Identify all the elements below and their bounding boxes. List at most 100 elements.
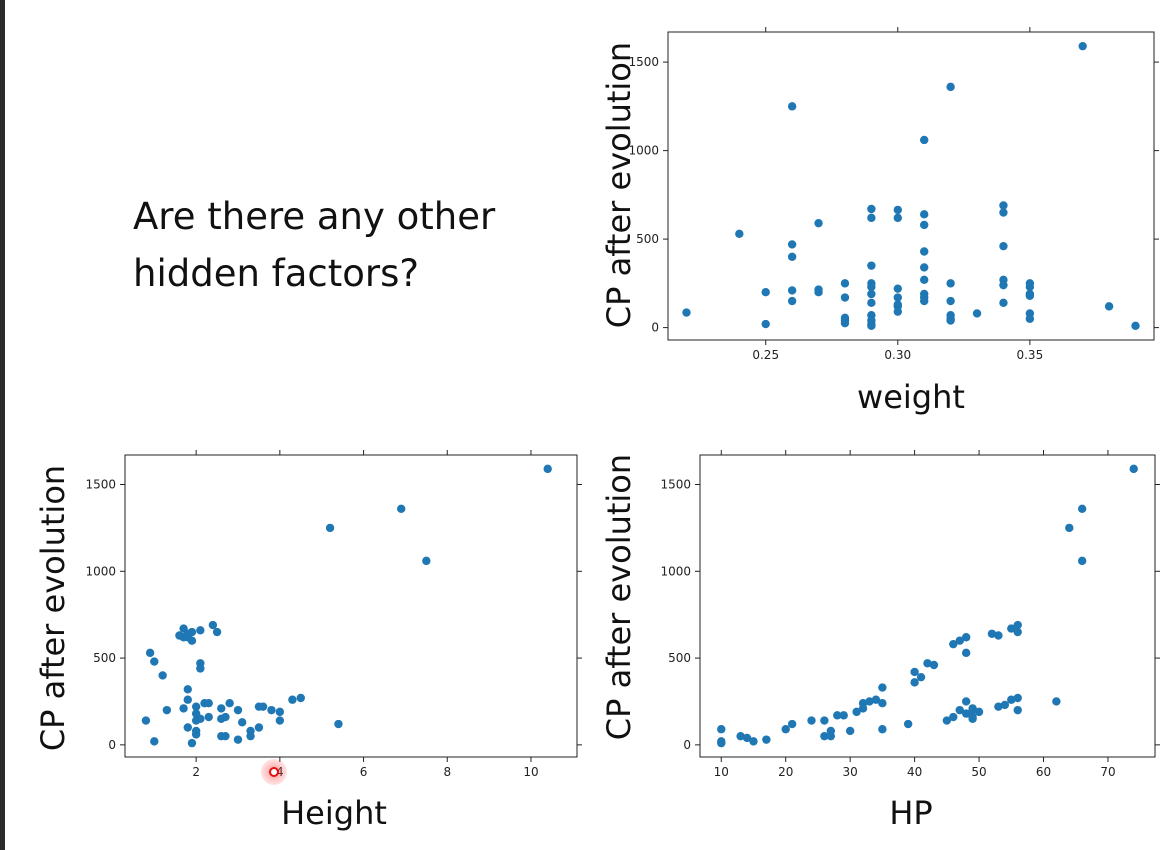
data-point	[787, 296, 797, 306]
data-point	[187, 636, 197, 645]
data-point	[820, 716, 829, 725]
data-point	[787, 286, 797, 295]
data-point	[867, 213, 876, 223]
x-tick-label: 50	[971, 765, 986, 779]
data-point	[196, 664, 205, 673]
data-point	[150, 657, 159, 666]
data-point	[246, 731, 255, 741]
x-axis-title: weight	[857, 378, 965, 416]
data-point	[1104, 302, 1114, 311]
data-point	[949, 639, 958, 649]
data-point	[867, 289, 876, 299]
data-point	[742, 733, 752, 743]
data-point	[1007, 624, 1016, 633]
y-tick-label: 1000	[85, 564, 116, 578]
data-point	[254, 723, 264, 732]
y-tick-label: 1000	[628, 144, 659, 158]
data-point	[1078, 41, 1087, 51]
data-point	[183, 723, 192, 732]
data-point	[736, 731, 745, 741]
data-point	[961, 648, 971, 658]
data-point	[920, 296, 929, 306]
data-point	[258, 702, 268, 711]
plot-frame	[667, 31, 1155, 341]
data-point	[999, 241, 1008, 251]
data-point	[867, 298, 876, 308]
x-tick-label: 40	[907, 765, 922, 779]
data-point	[191, 702, 201, 711]
data-point	[807, 716, 816, 725]
data-point	[787, 719, 797, 729]
data-point	[852, 707, 861, 717]
data-point	[920, 263, 929, 272]
data-point	[761, 319, 770, 329]
data-point	[840, 316, 850, 325]
scatter-plot-weight: 0.25 0.30 0.35 0 500 1000 1500 weight CP after e…	[600, 27, 1159, 416]
data-point	[961, 709, 971, 718]
data-point	[994, 702, 1003, 711]
data-point	[949, 712, 958, 722]
data-point	[916, 672, 926, 682]
data-point	[994, 631, 1003, 640]
data-point	[987, 629, 997, 638]
data-point	[543, 464, 552, 474]
data-point	[878, 698, 887, 708]
data-point	[397, 504, 406, 514]
y-axis-title: CP after evolution	[600, 454, 638, 740]
data-point	[920, 210, 929, 219]
data-point	[296, 693, 305, 703]
question-text: Are there any other hidden factors?	[133, 188, 553, 302]
data-point	[910, 667, 919, 677]
data-point	[762, 735, 771, 744]
data-point	[1013, 693, 1022, 703]
y-tick-label: 500	[636, 232, 659, 246]
data-point	[1052, 697, 1061, 706]
data-point	[867, 321, 876, 331]
data-point	[893, 213, 902, 223]
data-point	[893, 284, 902, 293]
data-point	[833, 711, 842, 720]
data-point	[787, 102, 797, 111]
data-point	[781, 725, 790, 734]
data-point	[217, 704, 226, 713]
data-point	[1131, 321, 1140, 331]
x-axis-title: HP	[889, 794, 932, 832]
mouse-cursor-icon	[269, 767, 279, 777]
data-point	[1013, 705, 1022, 715]
data-point	[878, 725, 887, 734]
data-point	[867, 204, 876, 214]
y-tick-label: 1000	[660, 564, 691, 578]
data-point	[929, 660, 939, 670]
data-point	[871, 695, 881, 704]
data-point	[814, 288, 823, 297]
data-point	[212, 627, 222, 637]
data-point	[183, 685, 192, 694]
data-point	[158, 671, 167, 680]
scatter-plot-height: 246810050010001500HeightCP after evoluti…	[34, 450, 582, 832]
x-tick-label: 0.25	[752, 348, 779, 362]
data-point	[893, 300, 902, 309]
data-point	[903, 719, 913, 729]
data-point	[946, 279, 955, 288]
data-point	[1129, 464, 1138, 474]
data-point	[845, 726, 855, 736]
data-point	[814, 218, 823, 228]
data-point	[221, 731, 230, 741]
x-tick-label: 30	[843, 765, 858, 779]
x-tick-label: 20	[778, 765, 793, 779]
data-point	[920, 275, 929, 285]
x-tick-label: 10	[523, 765, 538, 779]
data-point	[717, 738, 726, 748]
data-point	[1077, 556, 1087, 566]
data-point	[1025, 282, 1035, 292]
data-point	[999, 298, 1008, 308]
x-tick-label: 8	[443, 765, 451, 779]
data-point	[183, 695, 192, 704]
data-point	[325, 523, 335, 533]
data-point	[735, 229, 744, 238]
y-tick-label: 500	[93, 651, 116, 665]
data-point	[1025, 314, 1035, 323]
data-point	[840, 279, 850, 288]
data-point	[187, 627, 197, 637]
